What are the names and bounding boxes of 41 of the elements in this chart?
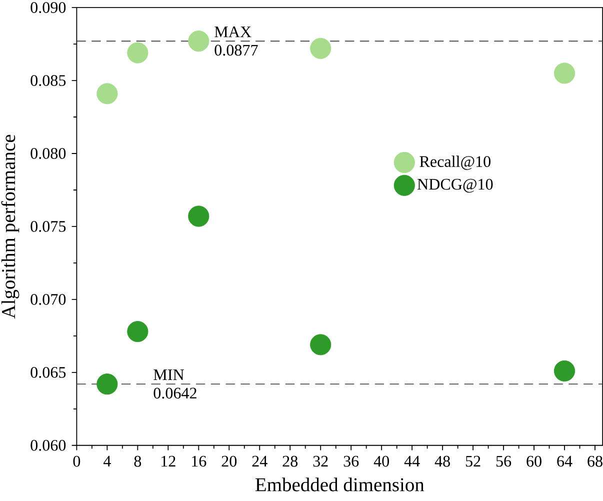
- x-tick-label: 56: [496, 456, 512, 467]
- x-tick-label: 12: [162, 456, 176, 467]
- x-tick-label: 4: [103, 456, 111, 466]
- x-tick-label: 48: [434, 456, 450, 467]
- legend-label: NDCG@10: [417, 178, 493, 193]
- point: [127, 321, 148, 342]
- x-tick-label: 44: [404, 456, 420, 466]
- x-tick-label: 16: [192, 456, 206, 467]
- point: [310, 38, 332, 60]
- x-tick-label: 0: [73, 456, 80, 467]
- point: [127, 42, 148, 64]
- point: [96, 374, 118, 395]
- x-tick-label: 20: [222, 456, 237, 467]
- point: [310, 334, 332, 356]
- point: [554, 62, 576, 84]
- y-tick-label: 0.085: [30, 75, 66, 86]
- point: [188, 206, 210, 227]
- x-axis-title: Embedded dimension: [255, 478, 424, 492]
- x-tick-label: 40: [374, 456, 389, 467]
- point: [188, 30, 210, 52]
- y-tick-label: 0.090: [30, 2, 66, 14]
- y-tick-label: 0.080: [30, 148, 66, 160]
- legend-label: Recall@10: [420, 156, 490, 170]
- x-tick-label: 28: [282, 456, 298, 467]
- y-tick-label: 0.070: [30, 294, 66, 305]
- x-tick-label: 52: [466, 456, 480, 467]
- x-tick-label: 60: [526, 456, 542, 467]
- x-tick-label: 32: [313, 456, 328, 467]
- y-axis-title: Algorithm performance: [1, 134, 20, 319]
- y-tick-label: 0.075: [30, 221, 66, 232]
- point: [554, 360, 576, 382]
- x-tick-label: 8: [134, 456, 142, 467]
- y-tick-label: 0.060: [30, 440, 66, 451]
- x-tick-label: 64: [557, 456, 572, 467]
- ref-line-label: MIN 0.0642: [154, 370, 196, 399]
- y-tick-label: 0.065: [30, 367, 66, 378]
- point: [96, 83, 118, 104]
- x-tick-label: 68: [588, 456, 602, 467]
- x-tick-label: 36: [344, 456, 359, 467]
- x-tick-label: 24: [252, 456, 268, 467]
- ref-line-label: MAX 0.0877: [214, 26, 258, 56]
